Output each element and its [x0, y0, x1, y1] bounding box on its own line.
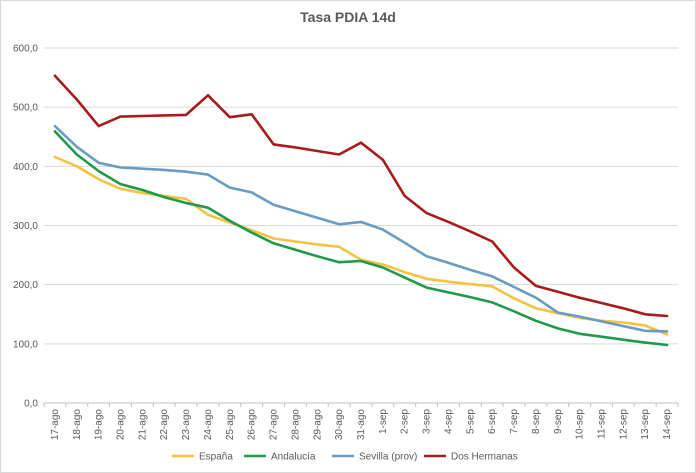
x-tick-label: 31-ago [356, 409, 367, 441]
x-tick-label: 2-sep [400, 409, 411, 434]
legend-label: España [199, 452, 233, 463]
x-tick-label: 27-ago [269, 409, 280, 441]
y-tick-label: 600,0 [13, 44, 38, 55]
x-tick-label: 9-sep [553, 409, 564, 434]
x-tick-label: 4-sep [443, 409, 454, 434]
y-tick-label: 0,0 [24, 399, 38, 410]
x-tick-label: 8-sep [531, 409, 542, 434]
y-tick-label: 300,0 [13, 221, 38, 232]
x-tick-label: 13-sep [640, 409, 651, 440]
legend: España Andalucía Sevilla (prov) Dos Hermana… [172, 452, 518, 463]
x-tick-label: 21-ago [137, 409, 148, 441]
x-tick-label: 11-sep [596, 409, 607, 439]
x-tick-label: 22-ago [159, 409, 170, 441]
x-tick-label: 5-sep [465, 409, 476, 434]
legend-label: Andalucía [271, 452, 316, 463]
chart-title: Tasa PDIA 14d [300, 9, 396, 25]
y-tick-label: 500,0 [13, 103, 38, 114]
x-tick-label: 10-sep [575, 409, 586, 440]
x-tick-label: 7-sep [509, 409, 520, 434]
x-tick-label: 28-ago [290, 409, 301, 441]
x-tick-label: 19-ago [94, 409, 105, 441]
y-axis: 0,0 100,0 200,0 300,0 400,0 500,0 600,0 [13, 44, 38, 410]
x-tick-label: 25-ago [225, 409, 236, 441]
series-line-1 [53, 130, 669, 347]
x-tick-label: 18-ago [72, 409, 83, 441]
x-tick-label: 24-ago [203, 409, 214, 441]
x-tick-label: 14-sep [662, 409, 673, 440]
legend-label: Dos Hermanas [451, 452, 518, 463]
gridlines [44, 47, 678, 404]
y-tick-label: 400,0 [13, 162, 38, 173]
x-axis: 17-ago 18-ago 19-ago 20-ago 21-ago 22-ago 23-a… [43, 403, 679, 441]
x-tick-label: 30-ago [334, 409, 345, 441]
x-tick-label: 12-sep [618, 409, 629, 440]
x-tick-label: 3-sep [422, 409, 433, 434]
y-tick-label: 200,0 [13, 280, 38, 291]
x-tick-label: 6-sep [487, 409, 498, 434]
x-tick-label: 23-ago [181, 409, 192, 441]
x-tick-label: 17-ago [50, 409, 61, 441]
x-tick-label: 26-ago [247, 409, 258, 441]
x-tick-label: 29-ago [312, 409, 323, 441]
x-tick-label: 1-sep [378, 409, 389, 434]
x-tick-label: 20-ago [116, 409, 127, 441]
series-line-2 [53, 124, 669, 333]
legend-label: Sevilla (prov) [359, 452, 417, 463]
series-lines [53, 74, 669, 347]
y-tick-label: 100,0 [13, 339, 38, 350]
series-line-3 [53, 74, 669, 318]
